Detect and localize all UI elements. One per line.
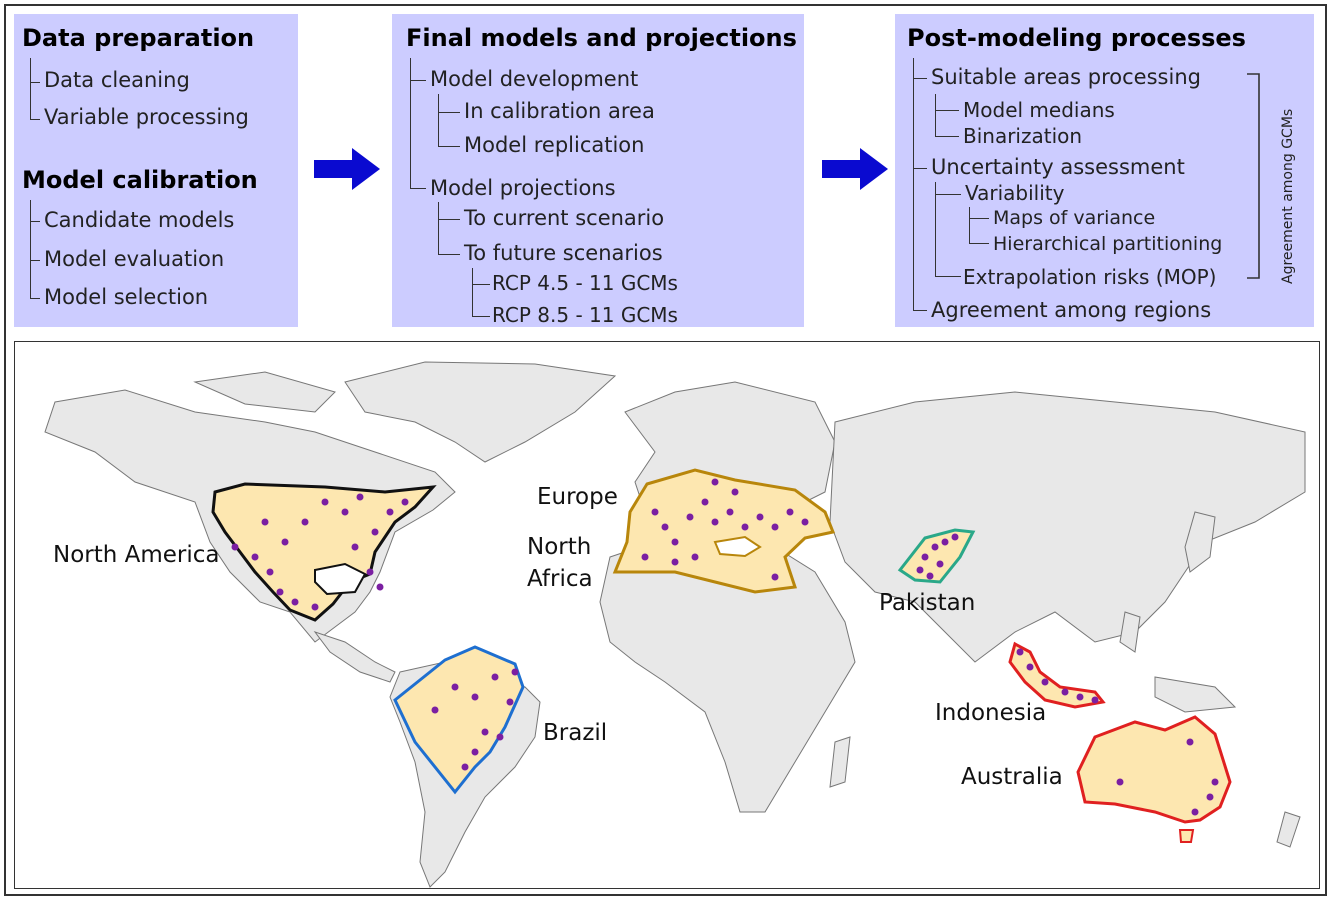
north-africa-label-2: Africa — [527, 566, 593, 592]
model-selection-item: Model selection — [44, 285, 209, 309]
final-models-panel: Final models and projections Model devel… — [392, 14, 804, 327]
new-zealand — [1276, 811, 1301, 848]
tree-branch — [969, 218, 989, 219]
tree-branch — [913, 310, 927, 311]
hierarchical-partitioning-item: Hierarchical partitioning — [993, 233, 1223, 255]
madagascar — [829, 736, 851, 788]
tree-branch — [969, 243, 989, 244]
new-guinea — [1154, 676, 1237, 713]
australia-region — [1076, 715, 1232, 824]
indonesia-label: Indonesia — [935, 700, 1047, 726]
current-scenario-item: To current scenario — [464, 206, 665, 230]
uncertainty-item: Uncertainty assessment — [931, 155, 1185, 179]
occurrence-points — [231, 478, 1219, 816]
tree-branch — [30, 119, 40, 120]
agreement-bracket — [1247, 73, 1260, 279]
right-arrow-icon — [314, 148, 380, 190]
right-arrow-icon — [822, 148, 888, 190]
post-modeling-panel: Post-modeling processes Suitable areas p… — [895, 14, 1314, 327]
suitable-areas-item: Suitable areas processing — [931, 65, 1201, 89]
tree-branch — [30, 260, 40, 261]
tree-line — [410, 58, 411, 188]
tree-branch — [913, 168, 927, 169]
model-replication-item: Model replication — [464, 133, 645, 157]
tree-branch — [410, 188, 426, 189]
tree-line — [472, 268, 473, 316]
tree-branch — [913, 78, 927, 79]
data-preparation-title: Data preparation — [22, 24, 255, 52]
north-africa-label-1: North — [527, 534, 592, 560]
tree-branch — [935, 194, 961, 195]
tree-line — [438, 94, 439, 146]
tree-branch — [935, 276, 961, 277]
world-map: North America Europe North Africa Pakist… — [14, 341, 1320, 889]
tree-line — [913, 58, 914, 310]
europe-label: Europe — [537, 484, 618, 510]
indonesia-region — [1008, 641, 1106, 709]
model-development-item: Model development — [430, 67, 639, 91]
world-map-svg — [44, 361, 1306, 888]
rcp45-item: RCP 4.5 - 11 GCMs — [492, 271, 678, 295]
brazil-region — [393, 645, 525, 795]
tree-branch — [438, 146, 460, 147]
variable-processing-item: Variable processing — [44, 105, 249, 129]
data-cleaning-item: Data cleaning — [44, 68, 190, 92]
extrapolation-item: Extrapolation risks (MOP) — [963, 265, 1217, 289]
agreement-regions-item: Agreement among regions — [931, 298, 1212, 322]
tasmania — [1178, 829, 1195, 843]
central-america — [313, 631, 396, 683]
tree-branch — [935, 110, 959, 111]
tree-branch — [438, 112, 460, 113]
model-calibration-title: Model calibration — [22, 166, 258, 194]
tree-branch — [30, 298, 40, 299]
tree-branch — [410, 80, 426, 81]
maps-of-variance-item: Maps of variance — [993, 207, 1156, 229]
tree-line — [935, 94, 936, 136]
tree-branch — [472, 316, 490, 317]
mediterranean — [713, 535, 762, 558]
japan — [1184, 511, 1216, 573]
future-scenarios-item: To future scenarios — [464, 241, 663, 265]
tree-line — [438, 202, 439, 254]
model-medians-item: Model medians — [963, 98, 1115, 122]
australia-label: Australia — [961, 764, 1063, 790]
gulf-of-mexico — [314, 562, 367, 596]
greenland — [344, 361, 617, 463]
pakistan-label: Pakistan — [879, 590, 976, 616]
data-preparation-panel: Data preparation Data cleaning Variable … — [14, 14, 298, 327]
tree-line — [30, 200, 31, 298]
calibration-area-item: In calibration area — [464, 99, 655, 123]
north-america-label: North America — [53, 542, 220, 568]
tree-branch — [472, 284, 490, 285]
arctic-islands — [193, 371, 336, 413]
binarization-item: Binarization — [963, 124, 1083, 148]
tree-line — [935, 182, 936, 276]
europe-region — [612, 468, 836, 594]
variability-item: Variability — [965, 181, 1065, 205]
rcp85-item: RCP 8.5 - 11 GCMs — [492, 303, 678, 327]
tree-line — [30, 58, 31, 120]
final-models-title: Final models and projections — [406, 24, 797, 52]
tree-branch — [30, 221, 40, 222]
asia — [829, 391, 1306, 663]
tree-branch — [438, 219, 460, 220]
tree-branch — [438, 254, 460, 255]
agreement-gcms-label: Agreement among GCMs — [1280, 108, 1296, 284]
model-projections-item: Model projections — [430, 176, 616, 200]
philippines — [1119, 611, 1141, 653]
tree-line — [969, 207, 970, 243]
candidate-models-item: Candidate models — [44, 208, 235, 232]
tree-branch — [30, 82, 40, 83]
brazil-label: Brazil — [543, 720, 608, 746]
model-evaluation-item: Model evaluation — [44, 247, 225, 271]
tree-branch — [935, 136, 959, 137]
post-modeling-title: Post-modeling processes — [907, 24, 1246, 52]
